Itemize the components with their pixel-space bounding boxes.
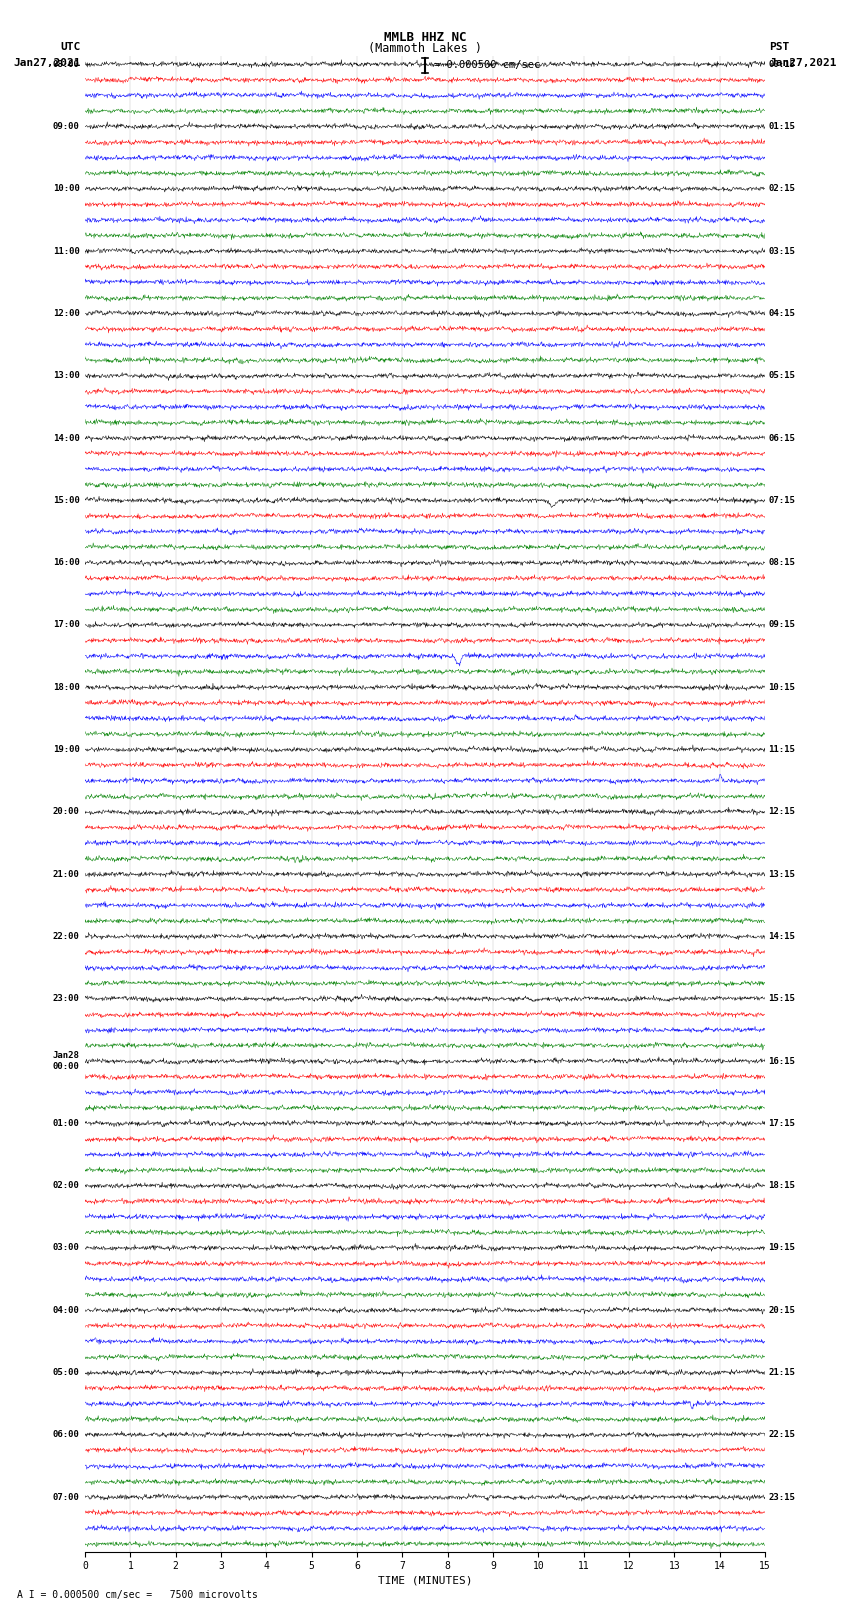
Text: 03:15: 03:15 [768, 247, 796, 255]
Text: 11:15: 11:15 [768, 745, 796, 753]
Text: 03:00: 03:00 [53, 1244, 80, 1252]
Text: 07:15: 07:15 [768, 495, 796, 505]
Text: 11:00: 11:00 [53, 247, 80, 255]
Text: 23:15: 23:15 [768, 1492, 796, 1502]
Text: UTC: UTC [60, 42, 81, 52]
Text: 09:00: 09:00 [53, 123, 80, 131]
Text: 18:15: 18:15 [768, 1181, 796, 1190]
Text: 16:15: 16:15 [768, 1057, 796, 1066]
Text: 08:15: 08:15 [768, 558, 796, 568]
Text: 17:15: 17:15 [768, 1119, 796, 1127]
Text: 01:15: 01:15 [768, 123, 796, 131]
Text: 20:00: 20:00 [53, 808, 80, 816]
Text: 21:00: 21:00 [53, 869, 80, 879]
Text: 15:15: 15:15 [768, 994, 796, 1003]
Text: 14:15: 14:15 [768, 932, 796, 940]
Text: Jan27,2021: Jan27,2021 [769, 58, 836, 68]
Text: 07:00: 07:00 [53, 1492, 80, 1502]
Text: = 0.000500 cm/sec: = 0.000500 cm/sec [434, 60, 540, 71]
Text: 14:00: 14:00 [53, 434, 80, 442]
Text: A I = 0.000500 cm/sec =   7500 microvolts: A I = 0.000500 cm/sec = 7500 microvolts [17, 1590, 258, 1600]
X-axis label: TIME (MINUTES): TIME (MINUTES) [377, 1576, 473, 1586]
Text: 10:00: 10:00 [53, 184, 80, 194]
Text: Jan28
00:00: Jan28 00:00 [53, 1052, 80, 1071]
Text: PST: PST [769, 42, 790, 52]
Text: 02:00: 02:00 [53, 1181, 80, 1190]
Text: 18:00: 18:00 [53, 682, 80, 692]
Text: 20:15: 20:15 [768, 1307, 796, 1315]
Text: 22:15: 22:15 [768, 1431, 796, 1439]
Text: 19:15: 19:15 [768, 1244, 796, 1252]
Text: 19:00: 19:00 [53, 745, 80, 753]
Text: 22:00: 22:00 [53, 932, 80, 940]
Text: 04:00: 04:00 [53, 1307, 80, 1315]
Text: 23:00: 23:00 [53, 994, 80, 1003]
Text: 02:15: 02:15 [768, 184, 796, 194]
Text: 06:15: 06:15 [768, 434, 796, 442]
Text: 08:00: 08:00 [53, 60, 80, 69]
Text: 15:00: 15:00 [53, 495, 80, 505]
Text: 12:00: 12:00 [53, 310, 80, 318]
Text: 04:15: 04:15 [768, 310, 796, 318]
Text: 09:15: 09:15 [768, 621, 796, 629]
Text: Jan27,2021: Jan27,2021 [14, 58, 81, 68]
Text: 16:00: 16:00 [53, 558, 80, 568]
Text: 00:15: 00:15 [768, 60, 796, 69]
Text: 06:00: 06:00 [53, 1431, 80, 1439]
Text: 05:15: 05:15 [768, 371, 796, 381]
Text: 21:15: 21:15 [768, 1368, 796, 1378]
Text: 12:15: 12:15 [768, 808, 796, 816]
Text: 13:15: 13:15 [768, 869, 796, 879]
Text: MMLB HHZ NC: MMLB HHZ NC [383, 31, 467, 44]
Text: (Mammoth Lakes ): (Mammoth Lakes ) [368, 42, 482, 55]
Text: 05:00: 05:00 [53, 1368, 80, 1378]
Text: 17:00: 17:00 [53, 621, 80, 629]
Text: 10:15: 10:15 [768, 682, 796, 692]
Text: 01:00: 01:00 [53, 1119, 80, 1127]
Text: 13:00: 13:00 [53, 371, 80, 381]
